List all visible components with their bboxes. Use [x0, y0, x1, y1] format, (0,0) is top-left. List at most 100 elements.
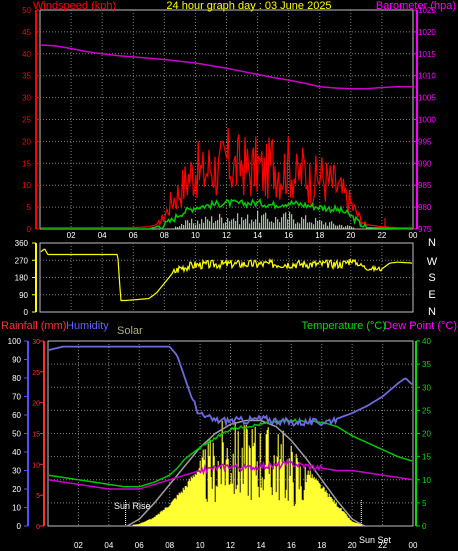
windspeed-tick-label: 25 [22, 116, 31, 125]
x-tick-label: 06 [135, 541, 144, 550]
windspeed-tick-label: 20 [22, 137, 31, 146]
x-tick-label: 18 [315, 231, 324, 240]
rainfall-tick-label: 20 [32, 401, 40, 408]
rainfall-tick-label: 10 [32, 462, 40, 469]
x-tick-label: 08 [160, 231, 169, 240]
x-tick-label: 22 [377, 231, 386, 240]
wind-speed-bars [173, 210, 355, 229]
humidity-tick-label: 40 [12, 448, 21, 457]
temperature-tick-label: 35 [422, 360, 431, 369]
compass-label-e: E [428, 289, 435, 301]
barometer-tick-label: 1000 [418, 116, 436, 125]
humidity-tick-label: 100 [8, 337, 22, 346]
barometer-tick-label: 975 [418, 225, 432, 234]
windspeed-tick-label: 5 [27, 203, 32, 212]
x-tick-label: 00 [409, 541, 418, 550]
temperature-tick-label: 0 [422, 522, 427, 531]
rainfall-axis-label: Rainfall (mm) [1, 320, 66, 332]
x-tick-label: 00 [409, 231, 418, 240]
humidity-tick-label: 60 [12, 411, 21, 420]
x-tick-label: 04 [98, 231, 107, 240]
sunset-label: Sun Set [359, 535, 392, 545]
x-tick-label: 18 [317, 541, 326, 550]
rainfall-tick-label: 25 [32, 370, 40, 377]
compass-label-n: N [428, 306, 436, 318]
rainfall-tick-label: 30 [32, 339, 40, 346]
temperature-tick-label: 40 [422, 337, 431, 346]
x-tick-label: 14 [256, 541, 265, 550]
x-tick-label: 10 [191, 231, 200, 240]
windspeed-tick-label: 10 [22, 181, 31, 190]
windspeed-tick-label: 15 [22, 159, 31, 168]
wind-average-line [41, 198, 412, 230]
wind-baro-series [39, 44, 413, 230]
barometer-line [39, 44, 413, 90]
barometer-tick-label: 995 [418, 137, 432, 146]
barometer-tick-label: 1010 [418, 72, 436, 81]
compass-label-n: N [428, 237, 436, 249]
direction-tick-label: 90 [19, 291, 28, 300]
temperature-axis-label: Temperature (°C) [302, 320, 386, 332]
humidity-tick-label: 90 [12, 356, 21, 365]
barometer-axis-label: Barometer (hpa) [376, 0, 456, 12]
humidity-tick-label: 20 [12, 485, 21, 494]
windspeed-tick-label: 35 [22, 72, 31, 81]
rainfall-tick-label: 5 [36, 493, 40, 500]
humidity-tick-label: 50 [12, 430, 21, 439]
wind-direction-line [40, 248, 413, 302]
wind-gust-line [41, 127, 413, 229]
humidity-tick-label: 80 [12, 374, 21, 383]
humidity-tick-label: 70 [12, 393, 21, 402]
solar-axis-label: Solar [117, 325, 143, 337]
x-tick-label: 16 [284, 231, 293, 240]
humidity-tick-label: 10 [12, 504, 21, 513]
temp-humidity-grid [48, 341, 413, 526]
x-tick-label: 12 [226, 541, 235, 550]
wind-baro-grid [40, 10, 413, 229]
barometer-tick-label: 1005 [418, 94, 436, 103]
temperature-tick-label: 10 [422, 476, 431, 485]
solar-max-curve [126, 419, 365, 527]
temperature-tick-label: 5 [422, 499, 427, 508]
rainfall-tick-label: 15 [32, 432, 40, 439]
x-tick-label: 20 [346, 231, 355, 240]
wind-direction-series [40, 248, 413, 302]
barometer-tick-label: 990 [418, 159, 432, 168]
x-tick-label: 10 [196, 541, 205, 550]
windspeed-tick-label: 45 [22, 28, 31, 37]
temperature-tick-label: 30 [422, 383, 431, 392]
windspeed-tick-label: 30 [22, 94, 31, 103]
temperature-tick-label: 20 [422, 430, 431, 439]
windspeed-tick-label: 50 [22, 6, 31, 15]
windspeed-tick-label: 40 [22, 50, 31, 59]
direction-tick-label: 0 [24, 308, 29, 317]
humidity-axis-label: Humidity [66, 320, 109, 332]
temp-humidity-panel: 0102030405060708090100051015202530051015… [1, 320, 457, 550]
sunrise-label: Sun Rise [114, 501, 151, 511]
x-tick-label: 12 [222, 231, 231, 240]
temperature-line [48, 417, 413, 488]
temperature-tick-label: 15 [422, 453, 431, 462]
barometer-tick-label: 980 [418, 203, 432, 212]
x-tick-label: 02 [74, 541, 83, 550]
dewpoint-axis-label: Dew Point (°C) [384, 320, 457, 332]
barometer-tick-label: 1020 [418, 28, 436, 37]
x-tick-label: 04 [104, 541, 113, 550]
compass-label-s: S [428, 272, 435, 284]
rainfall-tick-label: 0 [36, 524, 40, 531]
direction-tick-label: 180 [15, 274, 29, 283]
barometer-tick-label: 1015 [418, 50, 436, 59]
barometer-tick-label: 1025 [418, 6, 436, 15]
humidity-line [48, 345, 413, 428]
direction-tick-label: 360 [15, 239, 29, 248]
barometer-tick-label: 985 [418, 181, 432, 190]
windspeed-tick-label: 0 [27, 225, 32, 234]
humidity-tick-label: 0 [17, 522, 22, 531]
x-tick-label: 02 [67, 231, 76, 240]
temp-humidity-series [48, 345, 413, 527]
x-tick-label: 14 [253, 231, 262, 240]
